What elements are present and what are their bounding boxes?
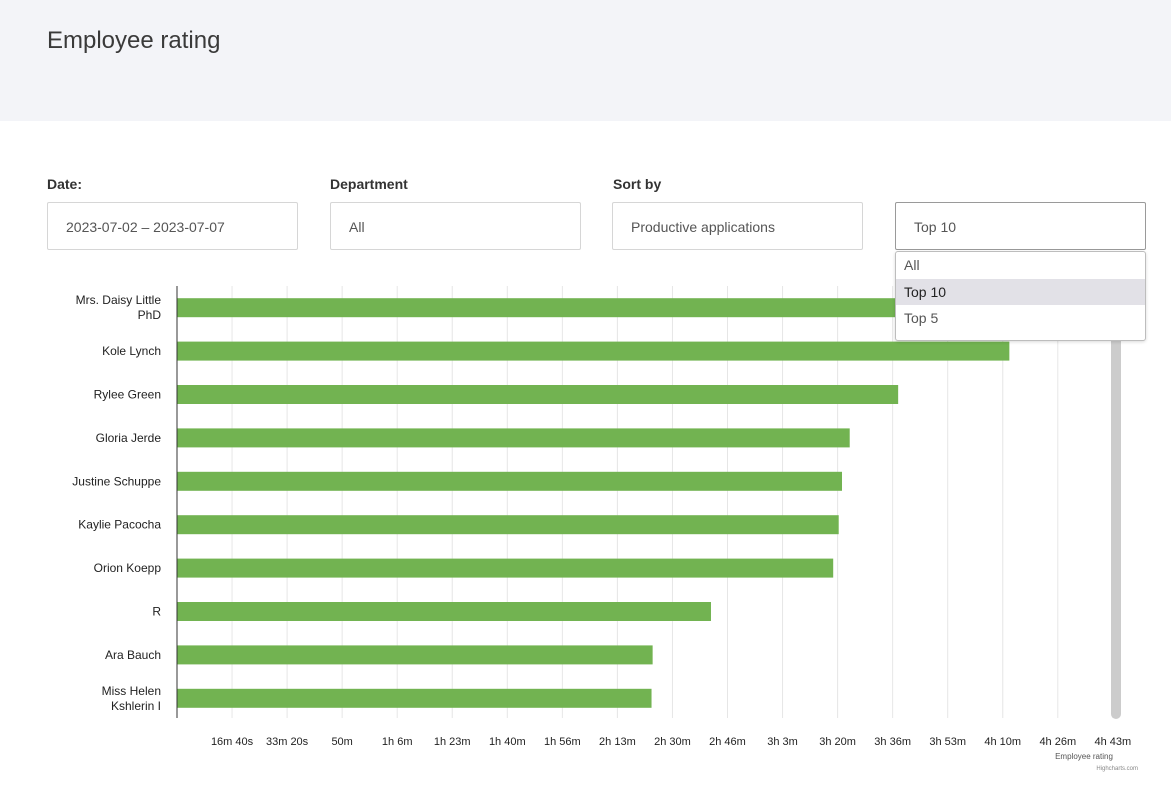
category-label-line: Orion Koepp — [94, 561, 162, 575]
category-label-line: Justine Schuppe — [72, 474, 161, 488]
bar — [177, 428, 850, 448]
top-n-select[interactable]: Top 10 — [895, 202, 1146, 250]
category-label: Kole Lynch — [102, 344, 161, 358]
x-tick-label: 3h 20m — [819, 736, 856, 748]
category-label: Gloria Jerde — [96, 431, 162, 445]
date-range-picker[interactable]: 2023-07-02 – 2023-07-07 — [47, 202, 298, 250]
category-label-line: Kshlerin I — [111, 699, 161, 713]
x-tick-label: 1h 23m — [434, 736, 471, 748]
category-label-line: PhD — [138, 308, 162, 322]
bar — [177, 298, 1020, 318]
x-tick-label: 2h 13m — [599, 736, 636, 748]
category-label: Mrs. Daisy Little PhD — [76, 293, 162, 322]
sort-label: Sort by — [613, 176, 662, 192]
page-header: Employee rating — [0, 0, 1171, 121]
x-axis-label: Employee rating — [1055, 752, 1113, 761]
x-tick-label: 2h 46m — [709, 736, 746, 748]
bar — [177, 515, 839, 535]
page-title: Employee rating — [47, 27, 221, 54]
x-tick-label: 3h 36m — [874, 736, 911, 748]
category-label-line: Miss Helen — [102, 684, 161, 698]
category-label: Kaylie Pacocha — [78, 518, 161, 532]
department-label: Department — [330, 176, 408, 192]
x-tick-label: 2h 30m — [654, 736, 691, 748]
category-label-line: Kole Lynch — [102, 344, 161, 358]
category-label-line: Kaylie Pacocha — [78, 518, 161, 532]
date-label: Date: — [47, 176, 83, 192]
x-tick-label: 4h 26m — [1039, 736, 1076, 748]
category-label-line: Rylee Green — [94, 388, 161, 402]
category-label-line: Ara Bauch — [105, 648, 161, 662]
x-tick-label: 3h 3m — [767, 736, 798, 748]
dropdown-option-all[interactable]: All — [904, 257, 920, 273]
x-tick-label: 1h 6m — [382, 736, 413, 748]
category-label: Miss Helen Kshlerin I — [102, 684, 161, 713]
bar — [177, 341, 1010, 361]
bar — [177, 688, 652, 708]
dropdown-option-top-5[interactable]: Top 5 — [904, 310, 939, 326]
bar — [177, 558, 834, 578]
category-label: Rylee Green — [94, 388, 161, 402]
category-label: Ara Bauch — [105, 648, 161, 662]
category-label: Orion Koepp — [94, 561, 162, 575]
dropdown-option-top-10[interactable]: Top 10 — [896, 278, 1145, 305]
x-tick-label: 4h 43m — [1094, 736, 1131, 748]
x-tick-label: 50m — [331, 736, 352, 748]
bar — [177, 385, 899, 404]
category-label-line: R — [152, 605, 161, 619]
bar — [177, 471, 843, 491]
x-tick-label: 4h 10m — [984, 736, 1021, 748]
category-label-line: Mrs. Daisy Little — [76, 293, 162, 307]
category-label: R — [152, 605, 161, 619]
bar — [177, 645, 653, 665]
category-label-line: Gloria Jerde — [96, 431, 162, 445]
x-tick-label: 1h 40m — [489, 736, 526, 748]
x-tick-label: 3h 53m — [929, 736, 966, 748]
top-n-dropdown: All Top 10 Top 5 — [895, 251, 1146, 341]
x-tick-label: 1h 56m — [544, 736, 581, 748]
x-tick-label: 33m 20s — [266, 736, 309, 748]
x-tick-label: 16m 40s — [211, 736, 254, 748]
sort-select[interactable]: Productive applications — [612, 202, 863, 250]
bar — [177, 602, 711, 621]
department-select[interactable]: All — [330, 202, 581, 250]
category-label: Justine Schuppe — [72, 474, 161, 488]
chart-credit: Highcharts.com — [1096, 766, 1138, 772]
